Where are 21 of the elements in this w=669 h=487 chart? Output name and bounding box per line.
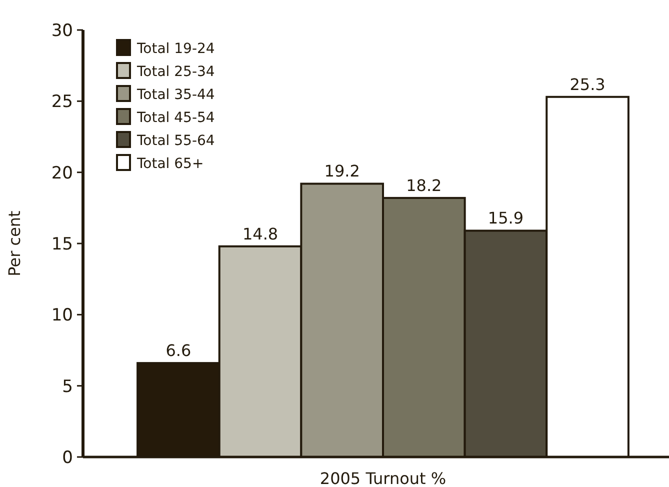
y-tick-label: 5	[62, 376, 73, 397]
legend-label: Total 35-44	[136, 86, 215, 103]
data-label: 18.2	[406, 176, 442, 195]
data-label: 14.8	[242, 224, 278, 244]
y-axis-title: Per cent	[5, 210, 24, 276]
x-tick-label: 2005 Turnout %	[320, 469, 446, 487]
y-tick-label: 30	[51, 20, 73, 41]
data-label: 6.6	[166, 341, 192, 360]
legend-label: Total 19-24	[136, 40, 215, 57]
y-tick-label: 0	[62, 448, 73, 468]
y-tick-label: 20	[51, 163, 73, 184]
data-label: 15.9	[488, 208, 524, 228]
y-tick-label: 25	[51, 92, 73, 112]
y-tick-label: 15	[51, 234, 73, 254]
data-label: 25.3	[570, 74, 606, 94]
legend-label: Total 65+	[136, 156, 204, 172]
y-tick-label: 10	[51, 306, 73, 326]
data-label: 19.2	[324, 162, 360, 181]
legend-label: Total 25-34	[136, 64, 215, 80]
legend-label: Total 45-54	[136, 110, 215, 126]
legend-label: Total 55-64	[136, 132, 215, 149]
